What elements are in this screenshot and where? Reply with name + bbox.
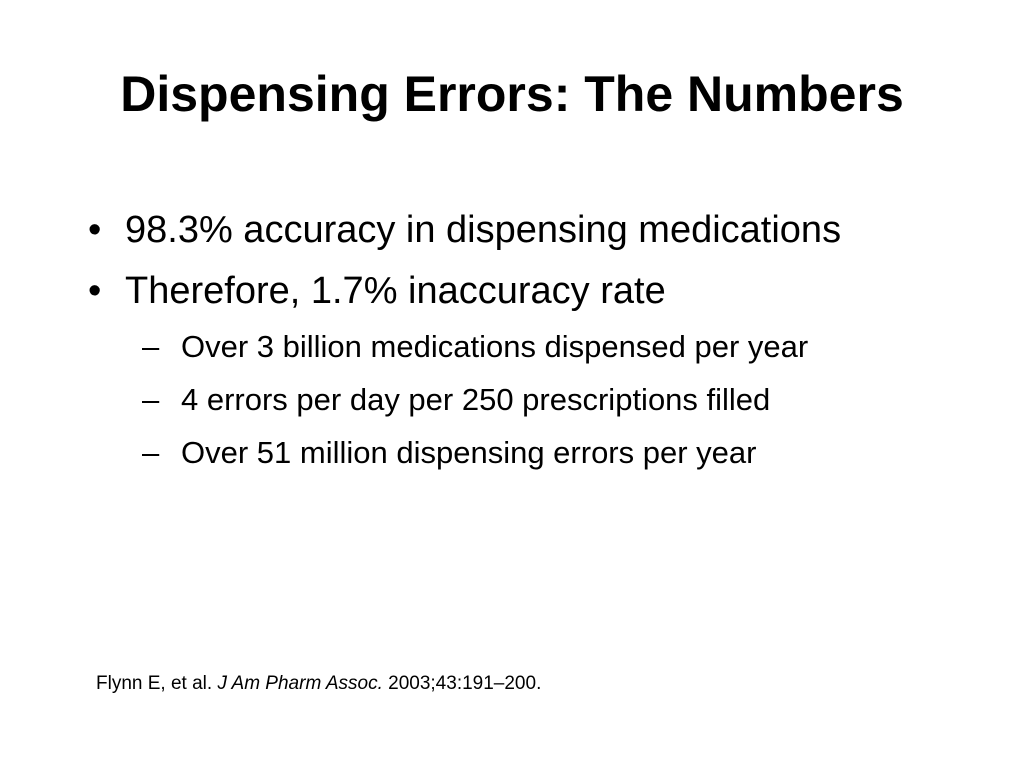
- citation-details: 2003;43:191–200.: [388, 673, 542, 694]
- slide-title: Dispensing Errors: The Numbers: [120, 66, 904, 122]
- sub-bullet-text: 4 errors per day per 250 prescriptions f…: [181, 382, 771, 417]
- citation: Flynn E, et al. J Am Pharm Assoc. 2003;4…: [96, 672, 541, 696]
- sub-bullet-item: –4 errors per day per 250 prescriptions …: [142, 381, 770, 419]
- bullet-marker: •: [88, 209, 102, 251]
- sub-bullet-marker: –: [142, 382, 160, 417]
- sub-bullet-text: Over 51 million dispensing errors per ye…: [181, 435, 757, 470]
- sub-bullet-item: – Over 3 billion medications dispensed pe…: [142, 328, 808, 366]
- sub-bullet-item: – Over 51 million dispensing errors per y…: [142, 434, 756, 472]
- sub-bullet-text: Over 3 billion medications dispensed per…: [181, 329, 809, 364]
- bullet-item: • Therefore, 1.7% inaccuracy rate: [88, 269, 666, 313]
- sub-bullet-marker: –: [142, 435, 160, 470]
- citation-authors: Flynn E, et al.: [96, 673, 213, 694]
- bullet-text: Therefore, 1.7% inaccuracy rate: [125, 270, 666, 312]
- citation-journal: J Am Pharm Assoc.: [217, 673, 383, 694]
- sub-bullet-marker: –: [142, 329, 160, 364]
- bullet-item: • 98.3% accuracy in dispensing medication…: [88, 208, 841, 252]
- bullet-marker: •: [88, 270, 102, 312]
- bullet-text: 98.3% accuracy in dispensing medications: [125, 209, 842, 251]
